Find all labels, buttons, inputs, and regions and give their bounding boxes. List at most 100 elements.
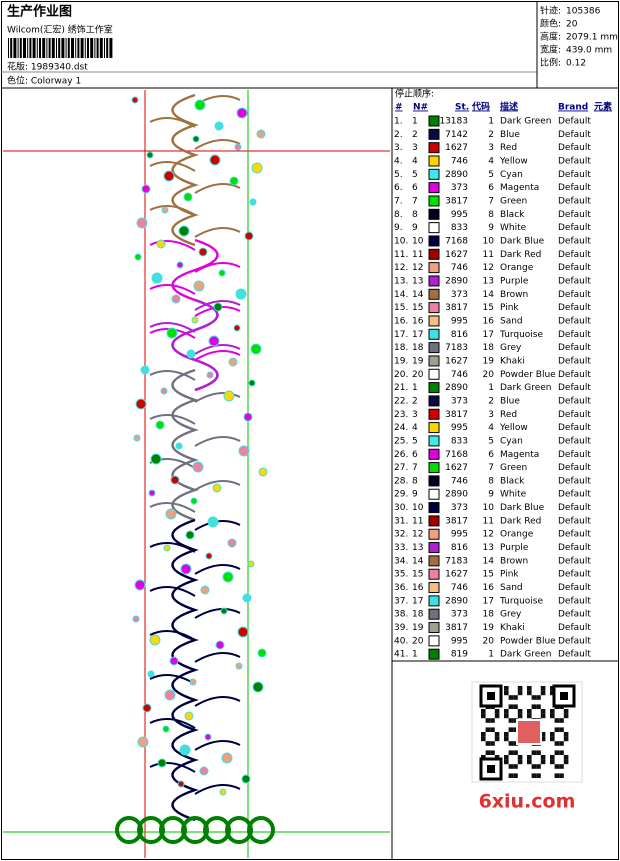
color-description: Dark Green <box>500 117 551 127</box>
flower <box>170 475 180 485</box>
color-description: Turquoise <box>499 330 543 340</box>
flower <box>227 538 237 548</box>
brand: Default <box>558 290 591 300</box>
qr-cell <box>517 755 523 760</box>
color-description: Khaki <box>500 356 525 366</box>
qr-cell <box>494 755 500 760</box>
row-number: 20. <box>394 370 408 380</box>
qr-cell <box>508 773 514 778</box>
stitch-count: 7183 <box>445 343 468 353</box>
color-code: 10 <box>483 503 495 513</box>
qr-code <box>471 681 583 783</box>
barcode-bar <box>42 38 46 58</box>
qr-cell <box>517 686 523 691</box>
qr-cell <box>527 759 532 765</box>
qr-cell <box>513 773 518 778</box>
row-number: 32. <box>394 530 408 540</box>
branch <box>149 240 196 251</box>
color-code: 11 <box>483 516 494 526</box>
color-code: 17 <box>483 596 494 606</box>
stitch-count: 373 <box>451 503 468 513</box>
color-swatch <box>428 288 440 300</box>
branch <box>194 262 241 273</box>
needle-number: 11 <box>412 250 423 260</box>
column-header: 代码 <box>471 101 490 113</box>
brand: Default <box>558 143 591 153</box>
qr-cell <box>540 755 546 760</box>
barcode-bar <box>36 38 38 58</box>
row-number: 23. <box>394 410 408 420</box>
qr-cell <box>550 736 555 742</box>
branch <box>194 740 241 751</box>
qr-cell <box>554 750 560 755</box>
color-code: 9 <box>488 490 494 500</box>
qr-cell <box>481 709 486 714</box>
row-number: 8. <box>394 210 403 220</box>
flower <box>190 497 198 505</box>
sheet-title: 生产作业图 <box>7 4 72 20</box>
stitch-count: 746 <box>451 476 468 486</box>
stitch-count: 746 <box>451 263 468 273</box>
qr-cell <box>527 690 532 696</box>
flower <box>150 453 162 465</box>
barcode-bar <box>90 38 94 58</box>
branch <box>194 696 241 707</box>
row-number: 19. <box>394 356 408 366</box>
needle-number: 5 <box>412 170 418 180</box>
needle-number: 17 <box>412 330 423 340</box>
stitch-count: 7168 <box>445 236 468 246</box>
embroidery-preview <box>3 90 390 858</box>
color-code: 12 <box>483 530 494 540</box>
qr-cell <box>554 773 560 778</box>
qr-cell <box>494 732 500 737</box>
color-code: 3 <box>488 143 494 153</box>
color-code: 18 <box>483 343 495 353</box>
needle-number: 18 <box>412 343 424 353</box>
flower <box>161 206 169 214</box>
qr-cell <box>527 709 532 714</box>
color-code: 1 <box>488 650 494 660</box>
brand: Default <box>558 156 591 166</box>
color-code: 14 <box>483 556 495 566</box>
flower <box>249 198 257 206</box>
stitch-count: 1627 <box>445 356 468 366</box>
stitch-count: 995 <box>451 636 468 646</box>
row-number: 12. <box>394 263 408 273</box>
row-number: 18. <box>394 343 408 353</box>
flower <box>184 711 194 721</box>
color-swatch <box>428 595 440 607</box>
color-swatch <box>428 475 440 487</box>
flower <box>146 151 154 159</box>
qr-cell <box>481 736 486 742</box>
flower <box>192 135 200 143</box>
flower <box>200 585 210 595</box>
barcode-bar <box>19 38 22 58</box>
qr-cell <box>513 741 518 746</box>
flower <box>151 272 163 284</box>
barcode-bar <box>8 38 9 58</box>
qr-cell <box>508 764 514 769</box>
needle-number: 1 <box>412 650 418 660</box>
qr-cell <box>531 773 537 778</box>
color-description: Pink <box>500 303 519 313</box>
color-swatch <box>428 195 440 207</box>
color-swatch <box>428 182 440 194</box>
color-description: Sand <box>500 316 523 326</box>
color-swatch <box>428 262 440 274</box>
qr-cell <box>536 764 541 769</box>
flower <box>131 96 139 104</box>
flower <box>235 662 243 670</box>
color-swatch <box>428 302 440 314</box>
qr-cell <box>485 741 491 746</box>
row-number: 29. <box>394 490 408 500</box>
flower <box>221 752 233 764</box>
qr-cell <box>504 713 509 719</box>
brand: Default <box>558 210 591 220</box>
needle-number: 3 <box>412 410 418 420</box>
vine <box>171 298 219 392</box>
qr-cell <box>531 695 537 700</box>
needle-number: 11 <box>412 516 423 526</box>
color-code: 15 <box>483 303 494 313</box>
barcode-bar <box>17 38 19 58</box>
needle-number: 7 <box>412 463 418 473</box>
